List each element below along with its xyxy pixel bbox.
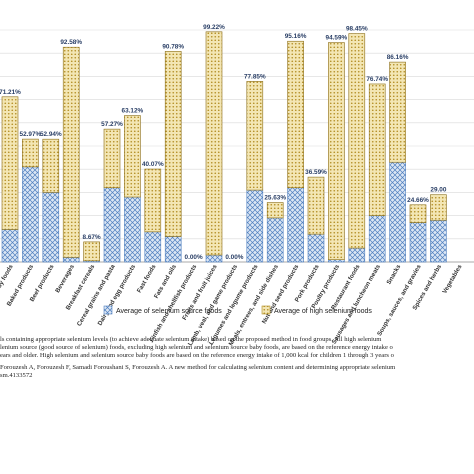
tick-label: Dairy and egg products <box>97 263 138 327</box>
data-label: 77.85% <box>244 73 266 80</box>
bar-source-18 <box>368 215 386 263</box>
tick-label: Beverages <box>54 263 76 294</box>
data-label: 71.21% <box>0 89 21 96</box>
tick-label: Nut and seed products <box>261 263 301 325</box>
data-label: 94.59% <box>326 35 348 42</box>
tick-label: Cereal grains and pasta <box>76 263 117 327</box>
bar-source-8 <box>164 236 182 263</box>
bar-high-0 <box>1 96 19 230</box>
bar-source-16 <box>328 259 345 263</box>
bar-source-1 <box>22 166 39 263</box>
legend-label-source: Average of selenium source foods <box>116 308 222 315</box>
bar-high-5 <box>103 128 121 189</box>
bar-source-2 <box>42 192 60 263</box>
bar-source-20 <box>409 222 427 263</box>
bar-high-17 <box>348 33 366 249</box>
data-label: 63.12% <box>122 108 144 115</box>
data-label: 95.16% <box>285 33 307 40</box>
data-label: 52.97% <box>20 131 42 138</box>
bar-high-14 <box>287 40 304 189</box>
bar-high-10 <box>205 31 223 256</box>
data-label: 92.58% <box>60 39 82 46</box>
bar-high-4 <box>83 241 100 262</box>
bar-source-5 <box>103 187 121 263</box>
bar-source-7 <box>144 231 162 263</box>
tick-label: Vegetables <box>441 263 464 295</box>
bar-source-6 <box>124 196 141 263</box>
legend: Average of selenium source foods Average… <box>103 305 372 315</box>
data-label: 57.27% <box>101 121 123 128</box>
bar-source-17 <box>348 247 366 263</box>
bar-high-2 <box>42 138 60 193</box>
data-label: 0.00% <box>225 254 243 261</box>
caption-line-2: lenium source (good source of selenium) … <box>0 344 393 351</box>
bar-high-1 <box>22 138 39 168</box>
bar-source-3 <box>62 257 80 263</box>
bar-high-16 <box>328 42 345 260</box>
data-label: 0.00% <box>185 254 203 261</box>
caption-line-3: ears and older. High selenium and seleni… <box>0 352 394 359</box>
caption-line-5: sm.4133572 <box>0 372 33 379</box>
bar-high-3 <box>62 46 80 258</box>
data-label: 8.67% <box>83 234 101 241</box>
bar-source-10 <box>205 254 223 263</box>
data-labels: 71.21% 52.97%52.94% 92.58% 8.67% 57.27% 63.12… <box>0 24 447 261</box>
data-label: 40.07% <box>142 161 164 168</box>
data-label: 52.94% <box>40 131 62 138</box>
data-label: 90.78% <box>162 43 184 50</box>
tick-label: Fast foods <box>136 263 158 294</box>
bar-high-6 <box>124 115 141 198</box>
legend-swatch-high <box>261 305 271 315</box>
bar-high-13 <box>266 202 284 219</box>
bar-source-15 <box>307 233 325 263</box>
bar-source-12 <box>246 189 264 263</box>
bar-high-21 <box>430 194 447 221</box>
bar-source-0 <box>1 229 19 263</box>
bars <box>1 31 447 263</box>
data-label: 98.45% <box>346 26 368 33</box>
bar-source-19 <box>389 161 406 263</box>
bar-high-15 <box>307 176 325 235</box>
caption-line-1: ls containing appropriate selenium level… <box>0 336 382 343</box>
bar-source-21 <box>430 219 447 263</box>
data-label: 76.74% <box>366 76 388 83</box>
bar-high-19 <box>389 61 406 163</box>
data-label: 99.22% <box>203 24 225 31</box>
data-label: 29.00 <box>430 187 446 194</box>
bar-high-20 <box>409 204 427 223</box>
legend-swatch-source <box>103 305 113 315</box>
bar-high-7 <box>144 168 162 233</box>
data-label: 86.16% <box>387 54 409 61</box>
legend-label-high: Average of high selenium foods <box>274 308 372 315</box>
data-label: 36.59% <box>305 169 327 176</box>
bar-high-8 <box>164 51 182 237</box>
bar-source-14 <box>287 187 304 263</box>
bar-source-13 <box>266 217 284 263</box>
caption-line-4: Forouzesh A, Forouzesh F, Samadi Foroush… <box>0 364 396 371</box>
data-label: 25.63% <box>264 195 286 202</box>
tick-label: Snacks <box>385 263 402 286</box>
bar-high-12 <box>246 81 264 191</box>
bar-high-18 <box>368 83 386 216</box>
data-label: 24.66% <box>407 197 429 204</box>
